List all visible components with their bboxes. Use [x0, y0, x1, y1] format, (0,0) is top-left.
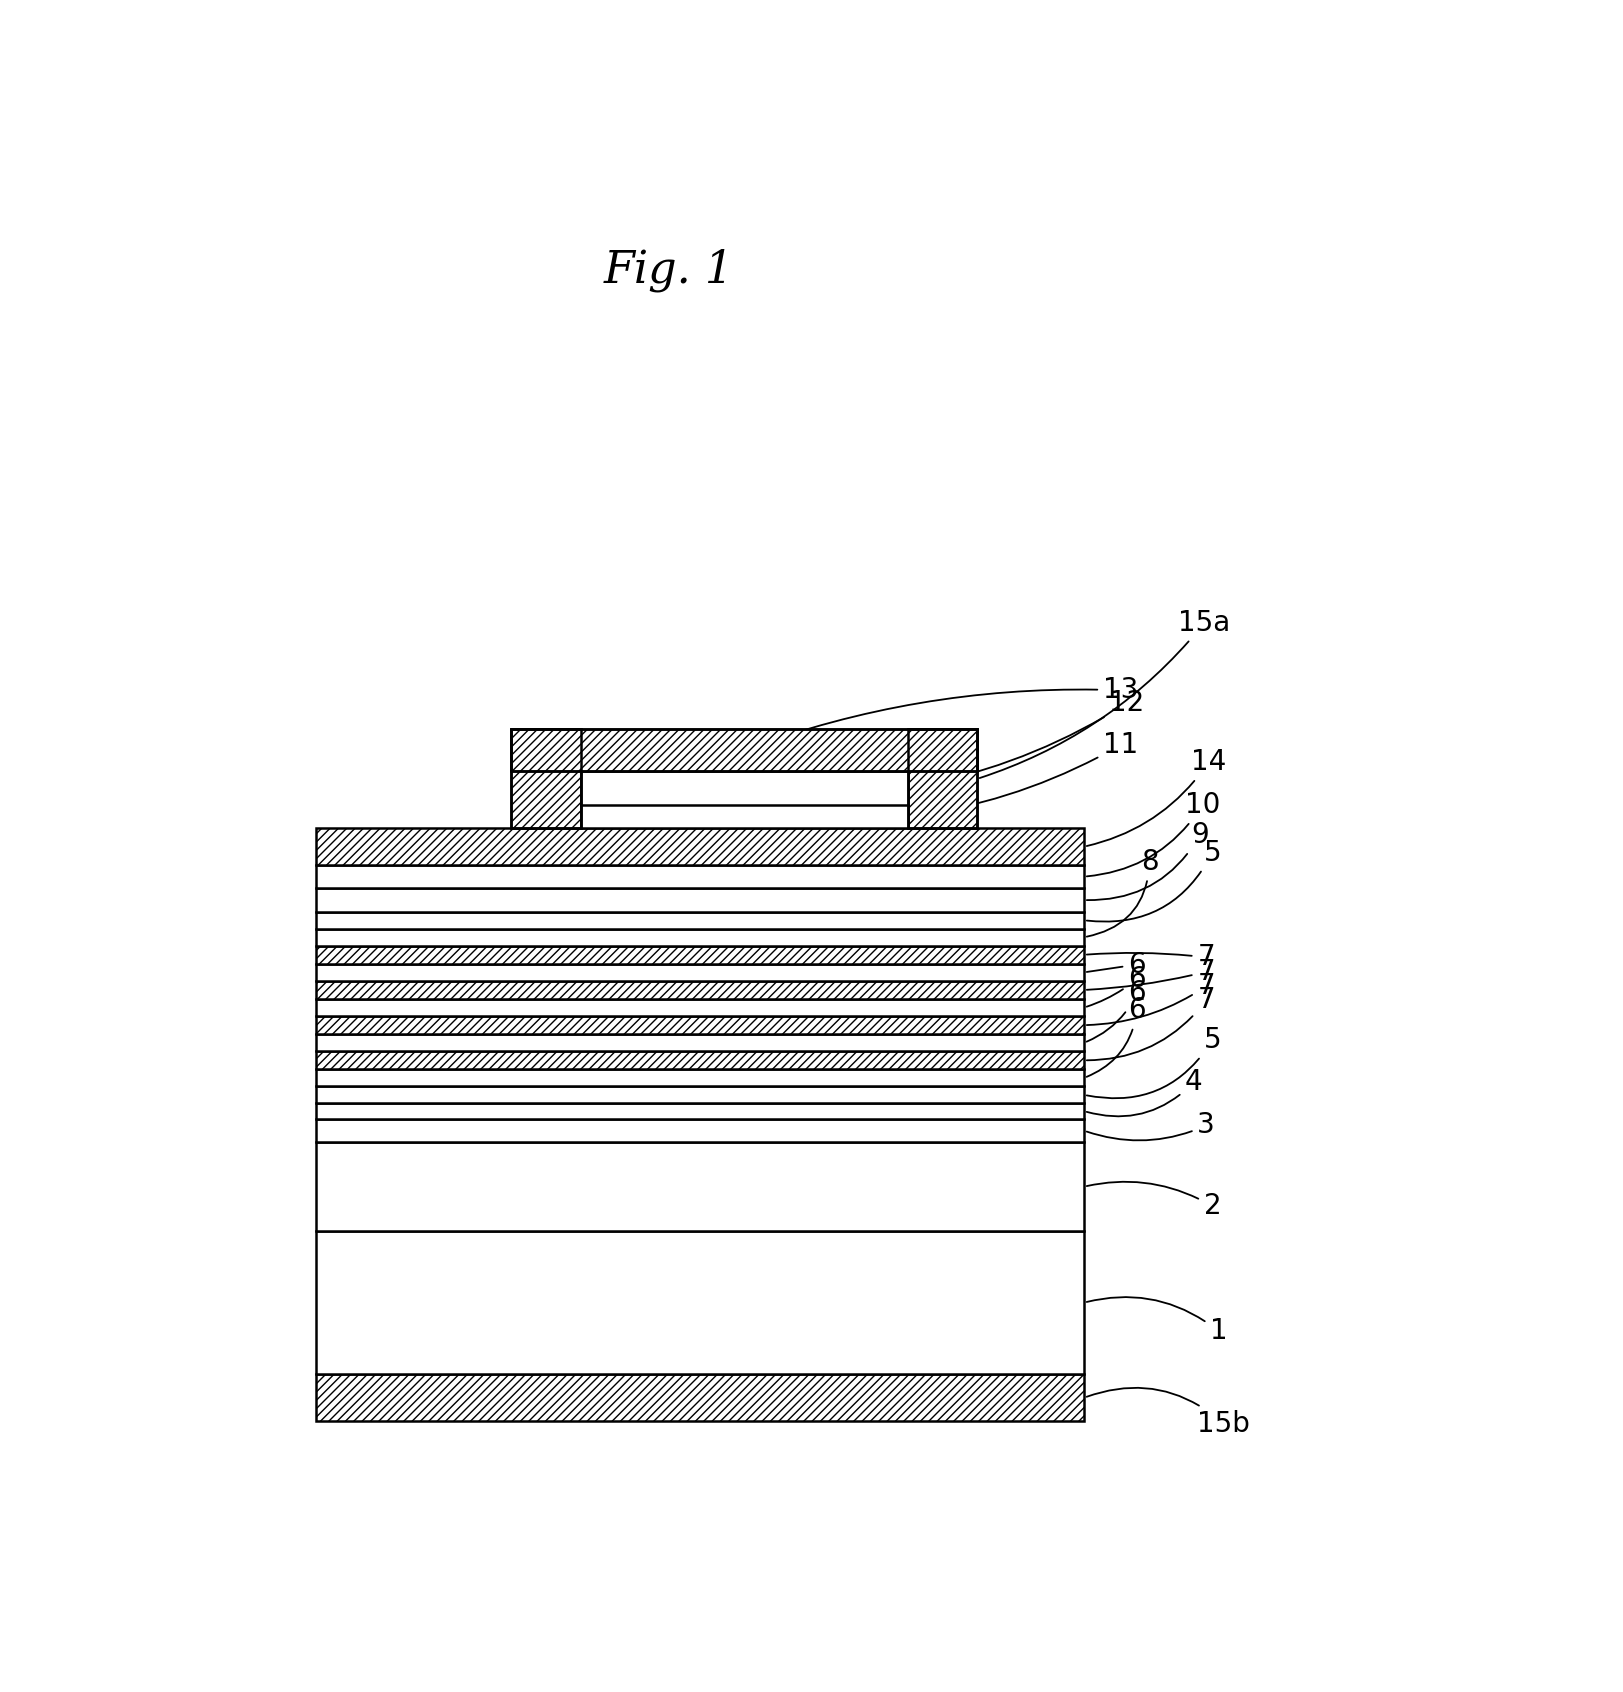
Text: 11: 11 — [911, 731, 1138, 816]
Bar — [316, 929, 1084, 946]
Bar — [316, 888, 1084, 912]
Text: 8: 8 — [1086, 848, 1157, 937]
Text: 14: 14 — [1086, 748, 1225, 846]
Bar — [581, 772, 907, 829]
Text: 10: 10 — [1086, 790, 1219, 876]
Bar — [316, 1051, 1084, 1069]
Bar — [316, 1118, 1084, 1142]
Bar — [511, 729, 977, 772]
Bar — [316, 1232, 1084, 1374]
Bar — [316, 1086, 1084, 1103]
Text: Fig. 1: Fig. 1 — [604, 249, 734, 293]
Text: 9: 9 — [1086, 821, 1208, 900]
Bar — [316, 1103, 1084, 1118]
Text: 7: 7 — [1086, 958, 1214, 990]
Text: 6: 6 — [1086, 997, 1144, 1076]
Text: 12: 12 — [911, 689, 1144, 787]
Text: 3: 3 — [1086, 1112, 1214, 1140]
Bar — [316, 998, 1084, 1015]
Bar — [316, 865, 1084, 888]
Bar — [316, 946, 1084, 964]
Bar — [316, 1142, 1084, 1232]
Bar — [511, 729, 977, 772]
Text: 1: 1 — [1086, 1298, 1227, 1345]
Bar — [316, 1034, 1084, 1051]
Text: 7: 7 — [1086, 944, 1214, 971]
Text: 7: 7 — [1086, 986, 1214, 1061]
Text: 6: 6 — [1086, 951, 1144, 978]
Text: 15a: 15a — [979, 609, 1230, 778]
Text: 5: 5 — [1086, 1025, 1220, 1098]
Text: 5: 5 — [1086, 839, 1220, 922]
Bar — [581, 729, 907, 829]
Bar — [316, 1015, 1084, 1034]
Bar — [907, 729, 977, 829]
Bar — [316, 829, 1084, 865]
Bar — [316, 1374, 1084, 1421]
Bar — [907, 729, 977, 829]
Text: 13: 13 — [747, 677, 1138, 750]
Text: 6: 6 — [1086, 964, 1144, 1007]
Bar — [316, 1069, 1084, 1086]
Text: 6: 6 — [1086, 980, 1144, 1042]
Bar — [316, 981, 1084, 998]
Bar — [511, 729, 581, 829]
Bar — [316, 912, 1084, 929]
Text: 4: 4 — [1086, 1068, 1201, 1117]
Bar — [316, 964, 1084, 981]
Text: 15b: 15b — [1086, 1387, 1250, 1438]
Text: 7: 7 — [1086, 971, 1214, 1025]
Bar — [511, 729, 581, 829]
Text: 2: 2 — [1086, 1181, 1220, 1220]
